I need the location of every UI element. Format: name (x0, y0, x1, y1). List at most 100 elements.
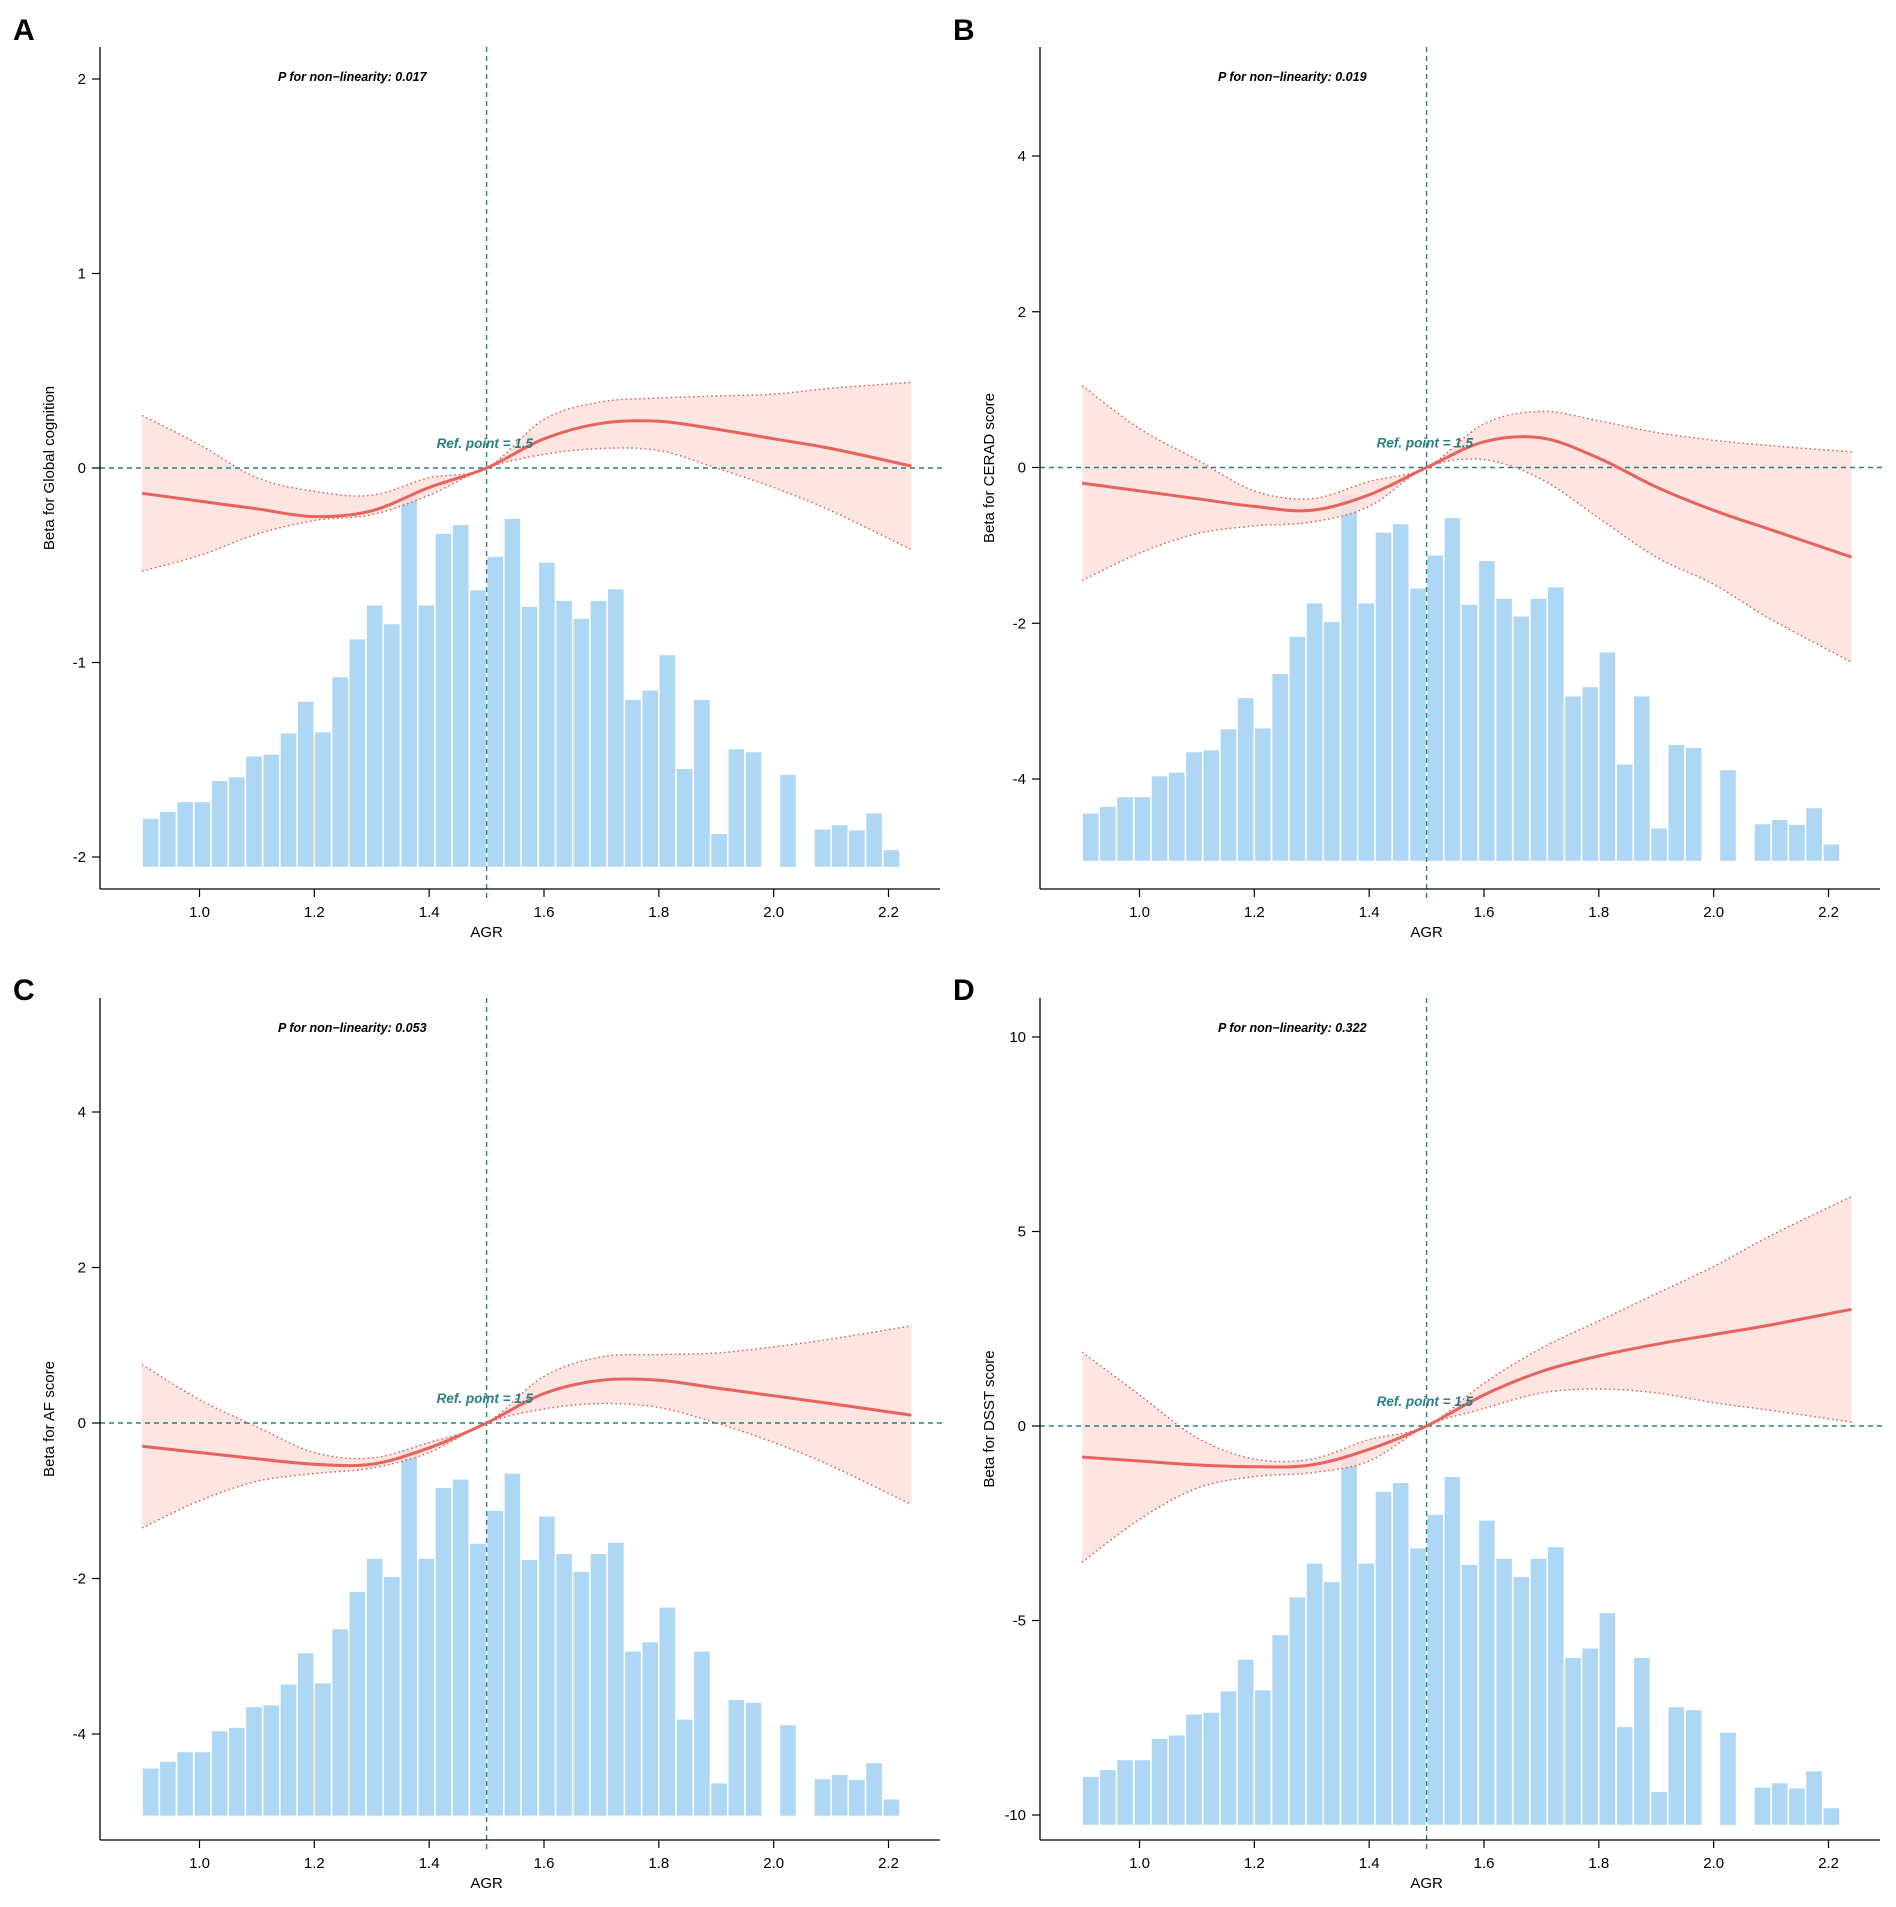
panel-a-hist-bar (676, 769, 693, 867)
panel-d-hist-bar (1565, 1657, 1581, 1825)
panel-d-hist-bar (1789, 1788, 1805, 1825)
panel-d-hist-bar (1117, 1760, 1133, 1825)
panel-a-hist-bar (745, 752, 762, 867)
panel-b-hist-bar (1203, 750, 1220, 861)
panel-d-hist-bar (1513, 1576, 1530, 1825)
panel-c-y-tick-label: 0 (78, 1415, 86, 1432)
panel-b-hist-bar (1151, 776, 1168, 861)
panel-d-hist-bar (1237, 1659, 1254, 1825)
panel-d-hist-bar (1341, 1453, 1357, 1825)
panel-b-x-tick-label: 1.8 (1588, 904, 1609, 921)
panel-d-x-tick-label: 1.4 (1359, 1855, 1380, 1872)
panel-b-hist-bar (1530, 598, 1547, 861)
panel-d-hist-bar (1461, 1564, 1478, 1825)
panel-c-hist-bar (590, 1554, 607, 1816)
panel-c-hist-bar (883, 1799, 900, 1816)
panel-d-y-tick-label: 0 (1018, 1418, 1026, 1435)
panel-c-hist-bar (504, 1473, 521, 1816)
panel-c-hist-bar (142, 1768, 159, 1816)
panel-a-hist-bar (831, 825, 848, 867)
panel-b-hist-bar (1410, 588, 1426, 861)
panel-c-hist-bar (625, 1651, 641, 1816)
panel-c-hist-bar (539, 1516, 555, 1816)
panel-c-hist-bar (694, 1651, 710, 1816)
panel-b-hist-bar (1289, 636, 1306, 861)
panel-a-hist-bar (366, 605, 383, 867)
panel-d-x-tick-label: 1.0 (1129, 1855, 1150, 1872)
panel-c-y-tick-label: 4 (78, 1104, 86, 1121)
panel-d-hist-bar (1255, 1690, 1271, 1825)
panel-b-hist-bar (1255, 728, 1271, 861)
panel-d-hist-bar (1479, 1520, 1495, 1825)
panel-d: D -10 -5 0 5 10 1.0 1.2 1.4 1.6 1.8 2.0 2.2 AGR Beta … (953, 974, 1882, 1892)
panel-a-hist-bar (349, 639, 366, 867)
panel-c-hist-bar (366, 1558, 383, 1816)
panel-d-hist-bar (1823, 1808, 1840, 1825)
panel-c-hist-bar (728, 1700, 745, 1816)
panel-d-histogram (1082, 1453, 1840, 1825)
panel-b-hist-bar (1237, 698, 1254, 861)
panel-a-hist-bar (435, 533, 452, 867)
panel-c-hist-bar (435, 1488, 452, 1816)
panel-a-hist-bar (418, 605, 435, 867)
panel-d-letter: D (953, 974, 975, 1007)
panel-c-hist-bar (418, 1558, 435, 1816)
panel-c-confidence-band (142, 1325, 912, 1528)
panel-a-hist-bar (504, 519, 521, 867)
panel-b-y-tick-label: -4 (1013, 771, 1026, 788)
panel-c-pvalue-annotation: P for non−linearity: 0.053 (278, 1021, 427, 1035)
panel-c-x-tick-label: 1.4 (419, 1855, 440, 1872)
panel-c-x-tick-label: 2.0 (763, 1855, 784, 1872)
panel-d-hist-bar (1134, 1760, 1151, 1825)
panel-d-hist-bar (1392, 1483, 1409, 1825)
panel-a-hist-bar (470, 590, 486, 867)
panel-c-hist-bar (470, 1543, 486, 1816)
panel-d-hist-bar (1427, 1514, 1443, 1825)
panel-d-hist-bar (1754, 1787, 1771, 1825)
panel-b-hist-bar (1565, 696, 1581, 861)
panel-d-y-tick-label: 5 (1018, 1224, 1026, 1241)
panel-d-hist-bar (1496, 1558, 1512, 1825)
panel-d-hist-bar (1771, 1783, 1788, 1825)
panel-b-hist-bar (1616, 764, 1633, 861)
panel-a: A -2 -1 0 1 2 1.0 1.2 1.4 1.6 1.8 2.0 2.2 AGR Beta fo… (13, 14, 942, 941)
panel-c-x-tick-label: 1.2 (304, 1855, 325, 1872)
panel-a-hist-bar (401, 495, 417, 867)
panel-d-hist-bar (1444, 1477, 1461, 1825)
panel-b-ref-point-label: Ref. point = 1.5 (1377, 436, 1474, 451)
panel-b-hist-bar (1771, 820, 1788, 861)
panel-b-hist-bar (1634, 696, 1650, 861)
panel-a-hist-bar (711, 834, 727, 867)
panel-d-hist-bar (1616, 1727, 1633, 1825)
panel-c-hist-bar (573, 1571, 590, 1816)
panel-b: B -4 -2 0 2 4 1.0 1.2 1.4 1.6 1.8 2.0 2.2 AGR Beta fo… (953, 14, 1882, 941)
panel-d-hist-bar (1582, 1648, 1598, 1825)
panel-c-x-axis-title: AGR (470, 1875, 503, 1892)
panel-a-upper-ci-line (141, 381, 912, 497)
panel-d-hist-bar (1324, 1582, 1340, 1825)
panel-a-hist-bar (608, 589, 624, 867)
panel-c-hist-bar (780, 1725, 796, 1816)
panel-c-x-tick-label: 1.0 (189, 1855, 210, 1872)
panel-d-hist-bar (1082, 1776, 1099, 1825)
panel-a-spline-curve (141, 419, 912, 519)
panel-b-x-tick-label: 2.2 (1818, 904, 1839, 921)
panel-b-x-tick-label: 1.0 (1129, 904, 1150, 921)
panel-c-hist-bar (280, 1684, 297, 1816)
panel-c-hist-bar (849, 1779, 865, 1816)
panel-b-hist-bar (1789, 824, 1805, 861)
panel-a-hist-bar (160, 812, 176, 867)
panel-d-hist-bar (1186, 1714, 1202, 1825)
panel-b-hist-bar (1685, 747, 1702, 861)
panel-c-x-tick-label: 1.6 (534, 1855, 555, 1872)
panel-d-upper-ci-line (1081, 1195, 1852, 1463)
panel-d-y-tick-label: 10 (1009, 1029, 1026, 1046)
panel-a-histogram (142, 495, 900, 867)
panel-b-pvalue-annotation: P for non−linearity: 0.019 (1218, 70, 1367, 84)
panel-d-x-tick-label: 2.0 (1703, 1855, 1724, 1872)
panel-d-hist-bar (1720, 1732, 1736, 1825)
panel-d-hist-bar (1806, 1771, 1822, 1825)
panel-d-y-tick-label: -5 (1013, 1613, 1026, 1630)
panel-b-hist-bar (1754, 824, 1771, 861)
panel-a-hist-bar (573, 618, 590, 867)
